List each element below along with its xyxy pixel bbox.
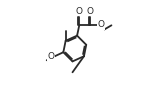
- Text: O: O: [86, 7, 93, 16]
- Text: O: O: [48, 52, 55, 61]
- Text: O: O: [48, 52, 55, 61]
- Text: O: O: [76, 7, 83, 16]
- Text: O: O: [98, 20, 105, 29]
